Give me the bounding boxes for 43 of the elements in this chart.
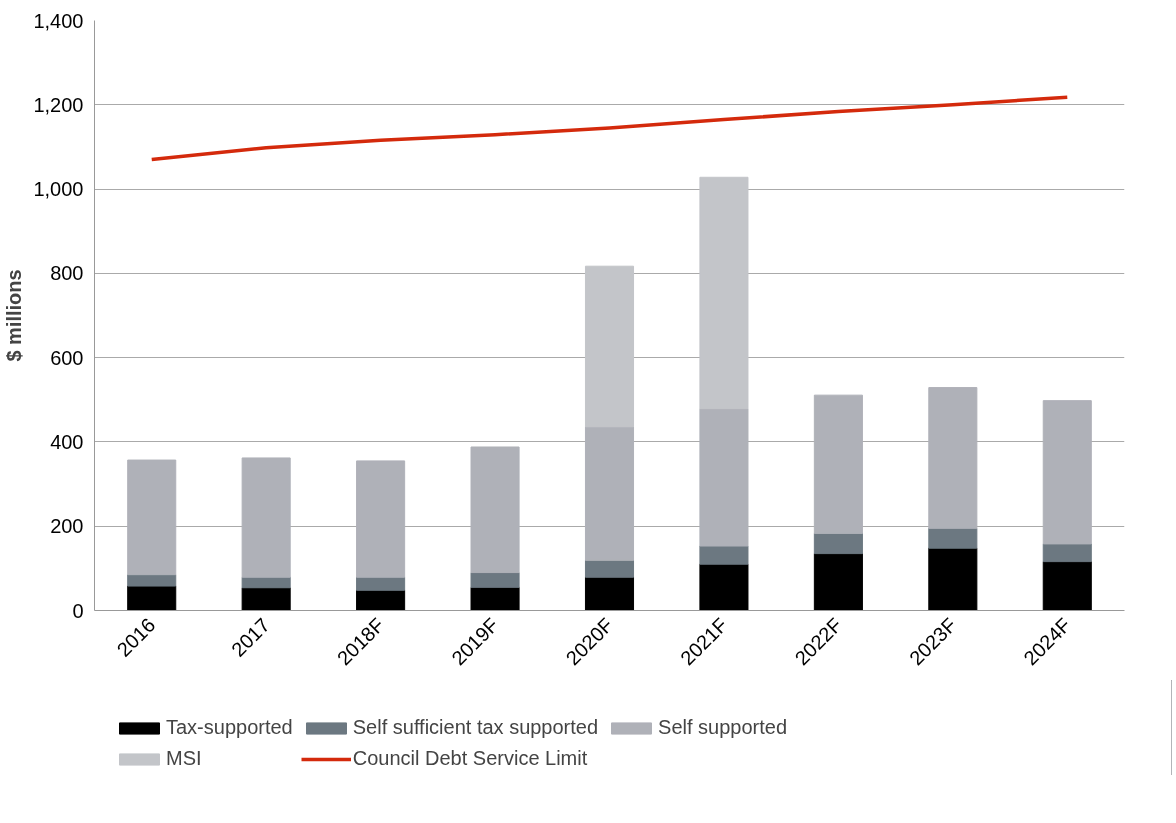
bar	[928, 527, 978, 549]
line-series	[149, 95, 1070, 162]
bar	[699, 545, 749, 565]
bar	[928, 387, 978, 529]
bar	[127, 585, 177, 611]
y-tick-label: 800	[50, 262, 84, 285]
y-tick-label: 400	[50, 430, 84, 453]
y-tick-label: 1,000	[33, 178, 84, 201]
bar	[127, 459, 177, 576]
bar	[1042, 543, 1092, 563]
bar	[813, 553, 863, 611]
y-tick-label: 1,200	[33, 93, 84, 116]
bar	[584, 265, 635, 428]
y-tick-label: 200	[50, 515, 84, 538]
legend-label: Tax-supported	[166, 716, 293, 739]
y-axis-title: $ millions	[3, 269, 26, 362]
bar	[241, 587, 291, 611]
bar	[356, 589, 406, 611]
bar	[813, 532, 863, 555]
bar	[470, 572, 520, 588]
legend-label: Self supported	[658, 716, 788, 739]
bar	[928, 547, 978, 611]
bar	[699, 408, 749, 547]
bar	[1042, 400, 1092, 545]
bar	[127, 574, 177, 587]
y-tick-label: 1,400	[33, 9, 84, 32]
y-tick-label: 0	[72, 599, 84, 622]
bar	[470, 586, 520, 611]
bar	[356, 576, 406, 591]
bar	[584, 426, 635, 561]
bar	[241, 457, 291, 578]
legend-label: MSI	[166, 747, 202, 770]
bar	[1042, 561, 1092, 611]
legend-label: Council Debt Service Limit	[352, 747, 588, 770]
legend-label: Self sufficient tax supported	[352, 716, 599, 739]
y-tick-label: 600	[50, 346, 84, 369]
bar	[699, 176, 749, 410]
bar	[699, 563, 749, 611]
bar	[584, 559, 635, 578]
bar	[584, 576, 635, 611]
bar	[356, 460, 406, 578]
bar	[470, 446, 520, 574]
bar	[813, 394, 863, 534]
